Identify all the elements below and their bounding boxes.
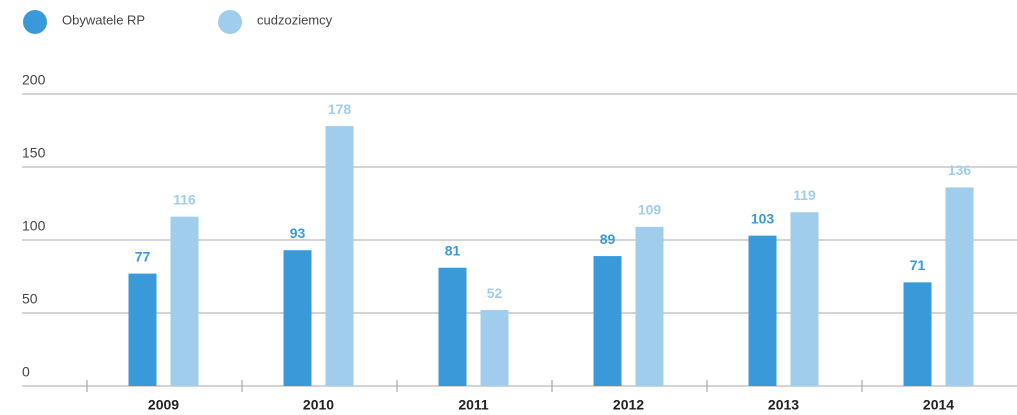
- value-label: 116: [173, 191, 196, 207]
- bar: [170, 216, 199, 386]
- bar: [480, 310, 509, 386]
- legend-swatch: [23, 10, 47, 34]
- legend-label: cudzoziemcy: [257, 12, 333, 27]
- value-label: 71: [910, 257, 926, 273]
- bar: [903, 282, 932, 386]
- bar: [128, 273, 157, 386]
- y-tick-label: 100: [22, 218, 46, 234]
- value-label: 77: [135, 248, 151, 264]
- bar: [325, 126, 354, 387]
- x-tick-label: 2013: [768, 397, 799, 413]
- bar: [635, 226, 664, 386]
- value-label: 178: [328, 101, 352, 117]
- legend-label: Obywatele RP: [62, 12, 145, 27]
- bar: [283, 250, 312, 386]
- x-tick-label: 2010: [303, 397, 334, 413]
- value-label: 52: [487, 285, 503, 301]
- value-label: 89: [600, 231, 616, 247]
- value-label: 136: [948, 162, 972, 178]
- x-tick-label: 2012: [613, 397, 644, 413]
- bar: [438, 267, 467, 386]
- bar: [945, 187, 974, 386]
- bar: [593, 256, 622, 386]
- x-tick-label: 2011: [458, 397, 489, 413]
- y-tick-label: 150: [22, 145, 46, 161]
- y-tick-label: 50: [22, 291, 38, 307]
- y-tick-label: 200: [22, 72, 46, 88]
- value-label: 93: [290, 225, 306, 241]
- legend-swatch: [218, 10, 242, 34]
- x-tick-label: 2009: [148, 397, 179, 413]
- value-label: 109: [638, 202, 662, 218]
- value-label: 103: [751, 210, 775, 226]
- bar: [790, 212, 819, 386]
- value-label: 81: [445, 242, 461, 258]
- x-tick-label: 2014: [923, 397, 954, 413]
- bar: [748, 235, 777, 386]
- value-label: 119: [793, 187, 816, 203]
- y-tick-label: 0: [22, 364, 30, 380]
